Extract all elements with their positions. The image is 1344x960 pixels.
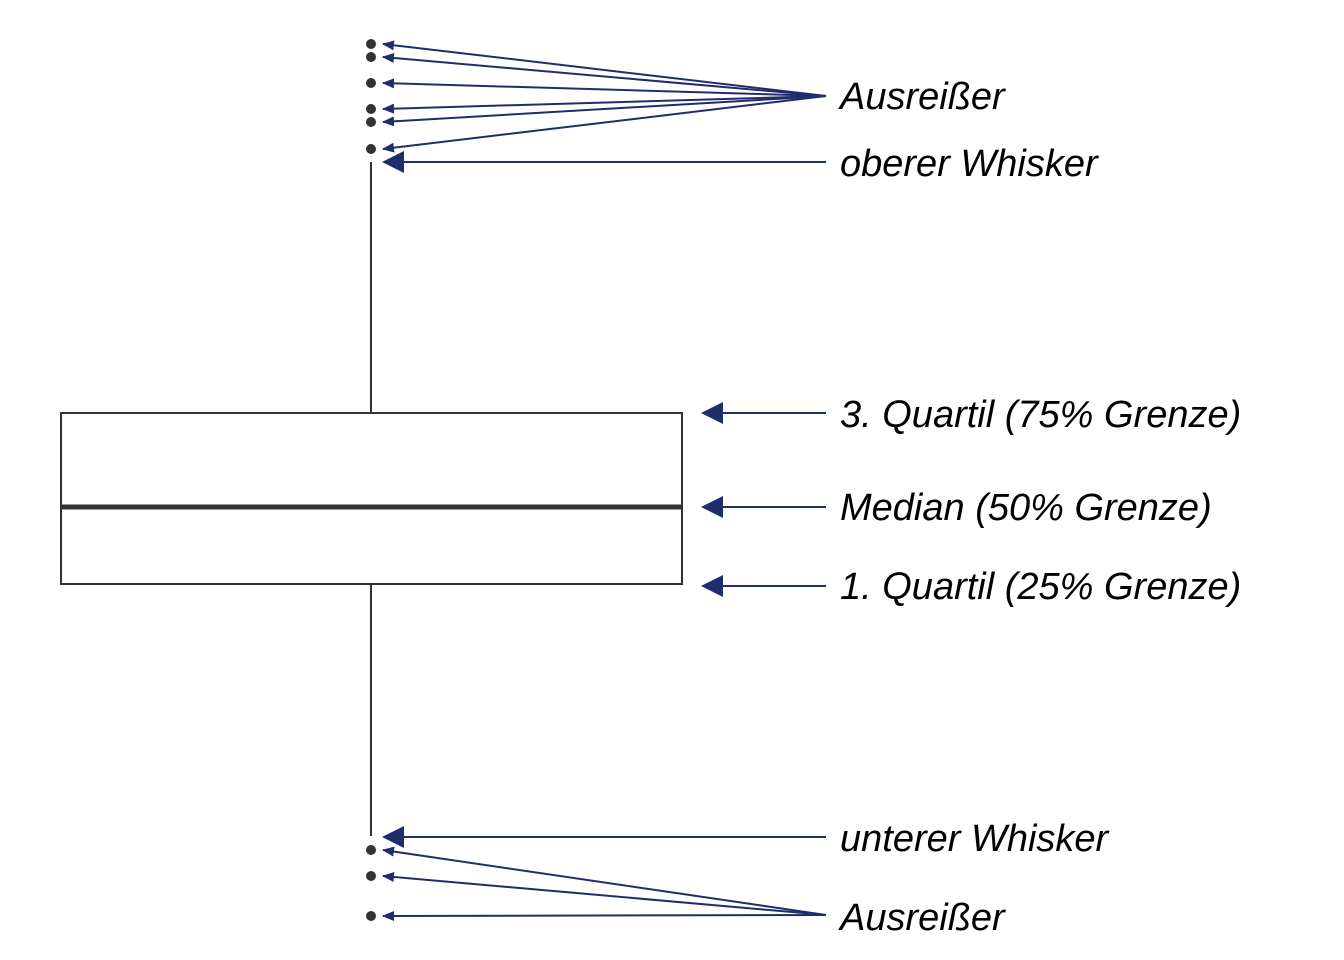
outlier-arrows-bottom xyxy=(382,846,827,921)
interquartile-box xyxy=(60,412,683,585)
label-upper-whisker: oberer Whisker xyxy=(840,143,1098,185)
outlier-point-top xyxy=(366,39,376,49)
outlier-point-top xyxy=(366,78,376,88)
lower-whisker-point xyxy=(366,845,376,855)
outlier-point-top xyxy=(366,117,376,127)
label-median: Median (50% Grenze) xyxy=(840,487,1212,529)
outlier-point-top xyxy=(366,104,376,114)
outlier-point-bottom xyxy=(366,871,376,881)
label-lower-whisker: unterer Whisker xyxy=(840,818,1109,860)
label-outliers-top: Ausreißer xyxy=(840,76,1005,118)
label-outliers-bottom: Ausreißer xyxy=(840,897,1005,939)
outlier-arrows-top xyxy=(382,40,827,153)
outlier-point-bottom xyxy=(366,911,376,921)
outlier-point-top xyxy=(366,52,376,62)
label-q3: 3. Quartil (75% Grenze) xyxy=(840,394,1242,436)
upper-whisker-point xyxy=(366,144,376,154)
label-q1: 1. Quartil (25% Grenze) xyxy=(840,566,1242,608)
